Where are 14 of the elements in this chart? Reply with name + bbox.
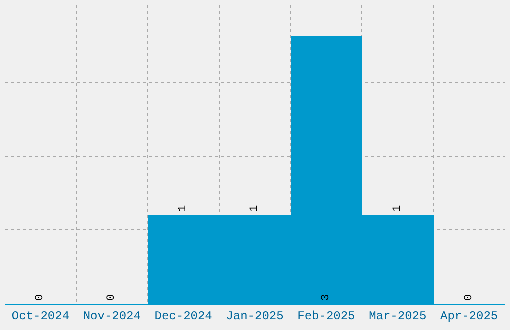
data-label: 3 [320,294,332,301]
data-label: 1 [392,205,404,212]
x-tick-label: Oct-2024 [12,309,70,324]
data-label: 0 [34,294,46,301]
x-tick-label: Jan-2025 [226,309,284,324]
data-label: 1 [178,205,190,212]
x-tick-label: Apr-2025 [440,309,498,324]
x-tick-label: Dec-2024 [154,309,212,324]
data-label: 0 [106,294,118,301]
x-tick-label: Nov-2024 [83,309,141,324]
data-label: 1 [249,205,261,212]
data-label: 0 [464,294,476,301]
x-tick-label: Mar-2025 [369,309,427,324]
x-tick-label: Feb-2025 [298,309,356,324]
